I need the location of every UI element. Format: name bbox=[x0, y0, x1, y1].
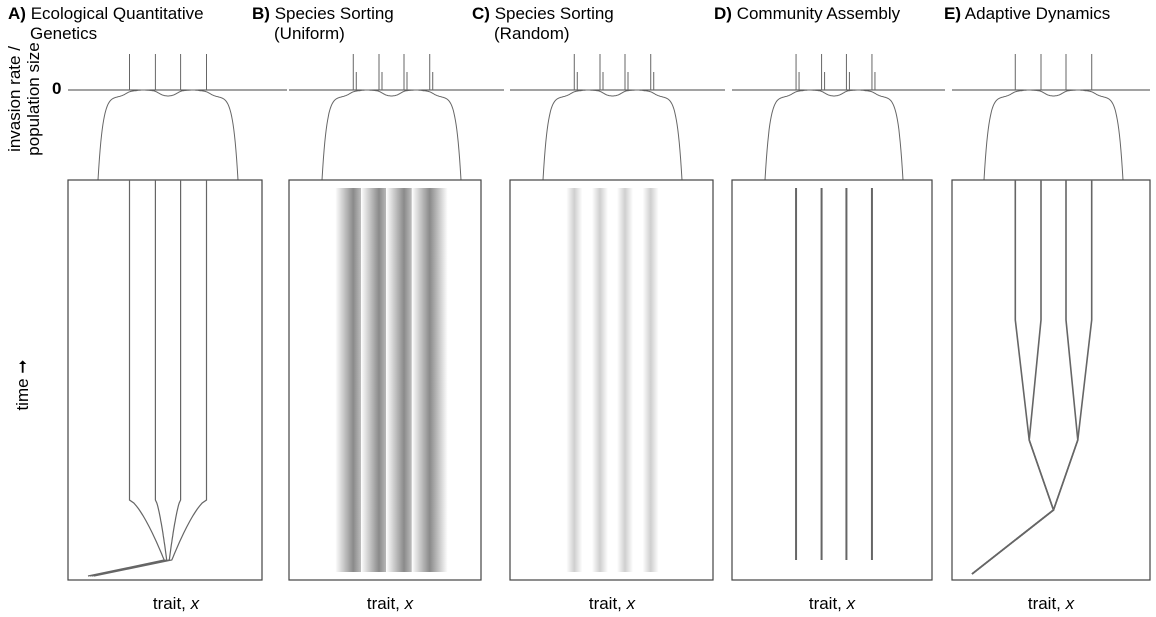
panel-e-title-text: Adaptive Dynamics bbox=[964, 4, 1111, 23]
invasion-rate-curve bbox=[983, 89, 1124, 181]
panel-e-plot bbox=[951, 54, 1151, 581]
time-panel-frame bbox=[67, 179, 263, 581]
panel-a-title: A) Ecological Quantitative Genetics bbox=[8, 4, 204, 44]
adaptive-lineage-2 bbox=[971, 180, 1055, 575]
species-density-band-4 bbox=[411, 188, 448, 572]
panel-a-letter: A) bbox=[8, 4, 26, 23]
panel-c-xlabel: trait, x bbox=[512, 594, 712, 614]
panel-d-title-text: Community Assembly bbox=[736, 4, 901, 23]
panel-d-letter: D) bbox=[714, 4, 732, 23]
y-axis-label-time: time ➞ bbox=[13, 359, 32, 411]
panel-e-xlabel-var: x bbox=[1065, 594, 1075, 613]
panel-a-title-text: Ecological Quantitative bbox=[30, 4, 204, 23]
trait-lineage-4 bbox=[93, 180, 208, 577]
trait-lineage-3 bbox=[91, 180, 182, 577]
panel-d-xlabel-text: trait, bbox=[808, 594, 847, 613]
species-density-band-4 bbox=[642, 188, 659, 572]
panel-c-title: C) Species Sorting (Random) bbox=[472, 4, 614, 44]
adaptive-lineage-4 bbox=[971, 180, 1093, 575]
time-panel-frame bbox=[731, 179, 933, 581]
species-density-band-2 bbox=[591, 188, 608, 572]
panel-c-plot bbox=[509, 54, 725, 581]
panel-b-xlabel-text: trait, bbox=[366, 594, 405, 613]
trait-lineage-1 bbox=[87, 180, 166, 577]
panel-e-letter: E) bbox=[944, 4, 961, 23]
time-panel-frame bbox=[951, 179, 1151, 581]
panel-e-title: E) Adaptive Dynamics bbox=[944, 4, 1110, 24]
panel-c-title-text: Species Sorting bbox=[494, 4, 614, 23]
panel-b-letter: B) bbox=[252, 4, 270, 23]
y-zero-tick-label: 0 bbox=[52, 79, 62, 98]
panel-e-xlabel-text: trait, bbox=[1027, 594, 1066, 613]
adaptive-lineage-3 bbox=[971, 180, 1079, 575]
panel-b-xlabel: trait, x bbox=[290, 594, 490, 614]
invasion-rate-curve bbox=[321, 89, 462, 181]
species-density-band-1 bbox=[566, 188, 583, 572]
panel-a-subtitle: Genetics bbox=[30, 24, 98, 43]
panel-c-letter: C) bbox=[472, 4, 490, 23]
panel-e-xlabel: trait, x bbox=[951, 594, 1151, 614]
panel-d-xlabel: trait, x bbox=[732, 594, 932, 614]
time-panel-frame bbox=[288, 179, 482, 581]
time-panel-frame bbox=[509, 179, 714, 581]
panel-d-plot bbox=[731, 54, 945, 581]
panel-a-xlabel-var: x bbox=[190, 594, 200, 613]
trait-lineage-2 bbox=[89, 180, 168, 577]
panel-d-title: D) Community Assembly bbox=[714, 4, 900, 24]
invasion-rate-curve bbox=[97, 89, 239, 181]
panel-c-subtitle: (Random) bbox=[494, 24, 570, 43]
panel-b-xlabel-var: x bbox=[404, 594, 414, 613]
invasion-rate-curve bbox=[542, 89, 683, 181]
invasion-rate-curve bbox=[764, 89, 904, 181]
panel-c-xlabel-var: x bbox=[626, 594, 636, 613]
species-density-band-3 bbox=[617, 188, 634, 572]
panel-b-title-text: Species Sorting bbox=[274, 4, 394, 23]
panel-a-xlabel-text: trait, bbox=[152, 594, 191, 613]
panel-a-xlabel: trait, x bbox=[76, 594, 276, 614]
panel-d-xlabel-var: x bbox=[846, 594, 856, 613]
panel-c-xlabel-text: trait, bbox=[588, 594, 627, 613]
panel-b-plot bbox=[288, 54, 504, 581]
panel-b-subtitle: (Uniform) bbox=[274, 24, 345, 43]
panel-b-title: B) Species Sorting (Uniform) bbox=[252, 4, 394, 44]
panel-a-plot bbox=[67, 54, 287, 581]
